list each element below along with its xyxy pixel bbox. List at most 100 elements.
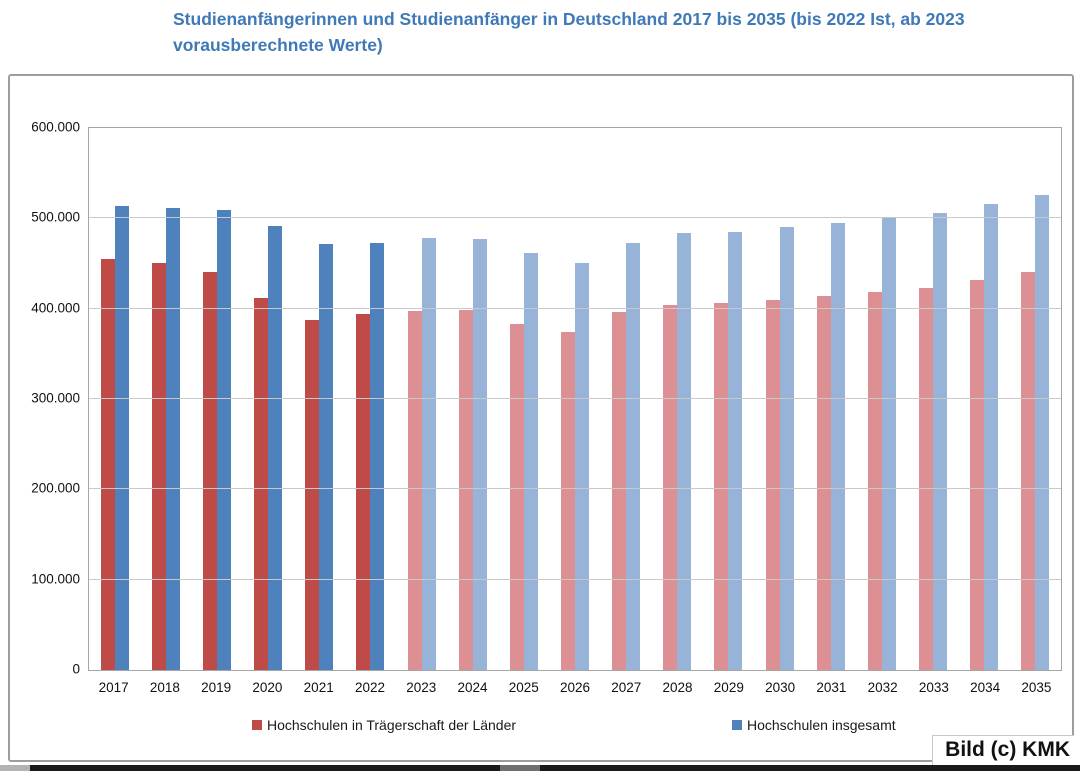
y-tick-label-200.000: 200.000 bbox=[31, 480, 80, 496]
gridline-300.000 bbox=[89, 398, 1061, 399]
bar-insgesamt-2032 bbox=[881, 218, 896, 670]
bar-laender-2030 bbox=[765, 299, 780, 670]
x-tick-label-2023: 2023 bbox=[406, 680, 437, 695]
bar-laender-2024 bbox=[458, 310, 473, 670]
bar-insgesamt-2025 bbox=[523, 252, 538, 670]
y-tick-label-300.000: 300.000 bbox=[31, 390, 80, 406]
bar-insgesamt-2035 bbox=[1035, 194, 1050, 670]
bar-insgesamt-2017 bbox=[114, 205, 129, 670]
gridline-100.000 bbox=[89, 578, 1061, 580]
x-tick-label-2033: 2033 bbox=[918, 680, 949, 695]
x-tick-label-2019: 2019 bbox=[201, 680, 232, 695]
legend-label-laender: Hochschulen in Trägerschaft der Länder bbox=[267, 717, 517, 733]
y-tick-label-400.000: 400.000 bbox=[31, 300, 80, 316]
bar-group-2034 bbox=[959, 128, 1010, 670]
bar-laender-2034 bbox=[970, 279, 985, 670]
x-tick-label-2017: 2017 bbox=[98, 680, 129, 695]
x-tick-label-2027: 2027 bbox=[611, 680, 642, 695]
bar-insgesamt-2033 bbox=[933, 212, 948, 670]
bar-group-2021 bbox=[294, 128, 345, 670]
bar-insgesamt-2034 bbox=[984, 203, 999, 670]
bar-group-2024 bbox=[447, 128, 498, 670]
chart-title: Studienanfängerinnen und Studienanfänger… bbox=[173, 9, 965, 55]
x-tick-label-2022: 2022 bbox=[354, 680, 385, 695]
bar-laender-2018 bbox=[151, 262, 166, 670]
bar-laender-2032 bbox=[867, 292, 882, 670]
bar-group-2031 bbox=[805, 128, 856, 670]
x-tick-label-2032: 2032 bbox=[867, 680, 898, 695]
watermark-credit: Bild (c) KMK bbox=[932, 735, 1074, 765]
bottom-edge-segment bbox=[500, 765, 540, 771]
bar-insgesamt-2021 bbox=[319, 243, 334, 670]
bar-group-2033 bbox=[908, 128, 959, 670]
legend-swatch-blue-icon bbox=[732, 720, 742, 730]
legend: Hochschulen in Trägerschaft der Länder H… bbox=[10, 717, 1072, 739]
bar-insgesamt-2024 bbox=[472, 239, 487, 670]
x-tick-label-2029: 2029 bbox=[713, 680, 744, 695]
bar-insgesamt-2031 bbox=[830, 222, 845, 670]
y-tick-label-600.000: 600.000 bbox=[31, 119, 80, 135]
bar-group-2019 bbox=[191, 128, 242, 670]
bar-laender-2035 bbox=[1021, 271, 1036, 670]
bar-insgesamt-2030 bbox=[779, 227, 794, 670]
bar-group-2032 bbox=[856, 128, 907, 670]
x-tick-label-2028: 2028 bbox=[662, 680, 693, 695]
x-tick-label-2031: 2031 bbox=[816, 680, 847, 695]
legend-swatch-red-icon bbox=[252, 720, 262, 730]
bottom-window-edge bbox=[0, 765, 1080, 771]
bar-laender-2025 bbox=[509, 324, 524, 670]
x-tick-label-2034: 2034 bbox=[970, 680, 1001, 695]
x-tick-label-2026: 2026 bbox=[560, 680, 591, 695]
bar-insgesamt-2028 bbox=[677, 232, 692, 670]
bar-group-2025 bbox=[498, 128, 549, 670]
x-tick-label-2024: 2024 bbox=[457, 680, 488, 695]
x-tick-label-2025: 2025 bbox=[508, 680, 539, 695]
bar-laender-2026 bbox=[560, 332, 575, 670]
bar-group-2028 bbox=[652, 128, 703, 670]
bar-group-2027 bbox=[601, 128, 652, 670]
bars-container bbox=[89, 128, 1061, 670]
bar-group-2023 bbox=[396, 128, 447, 670]
x-tick-label-2018: 2018 bbox=[149, 680, 180, 695]
bar-laender-2033 bbox=[919, 287, 934, 670]
bar-laender-2021 bbox=[305, 319, 320, 670]
gridline-200.000 bbox=[89, 488, 1061, 490]
bar-group-2017 bbox=[89, 128, 140, 670]
plot-area bbox=[88, 127, 1062, 671]
x-tick-label-2035: 2035 bbox=[1021, 680, 1052, 695]
bar-insgesamt-2020 bbox=[268, 226, 283, 670]
bar-group-2029 bbox=[703, 128, 754, 670]
bar-laender-2019 bbox=[202, 271, 217, 670]
gridline-500.000 bbox=[89, 217, 1061, 219]
bar-group-2022 bbox=[345, 128, 396, 670]
bar-laender-2027 bbox=[612, 312, 627, 670]
legend-item-insgesamt: Hochschulen insgesamt bbox=[732, 717, 896, 733]
bar-insgesamt-2029 bbox=[728, 231, 743, 670]
bar-insgesamt-2022 bbox=[370, 242, 385, 670]
bar-group-2035 bbox=[1010, 128, 1061, 670]
bar-laender-2020 bbox=[254, 297, 269, 670]
legend-item-laender: Hochschulen in Trägerschaft der Länder bbox=[252, 717, 516, 733]
y-axis-tick-labels: 600.000 500.000 400.000 300.000 200.000 100.0… bbox=[10, 119, 80, 677]
bar-group-2020 bbox=[242, 128, 293, 670]
bar-laender-2031 bbox=[816, 296, 831, 670]
bar-group-2026 bbox=[549, 128, 600, 670]
gridline-400.000 bbox=[89, 307, 1061, 309]
chart-panel: 600.000 500.000 400.000 300.000 200.000 100.0… bbox=[8, 74, 1074, 762]
x-tick-label-2021: 2021 bbox=[303, 680, 334, 695]
y-tick-label-0: 0 bbox=[72, 661, 80, 677]
legend-label-insgesamt: Hochschulen insgesamt bbox=[747, 717, 896, 733]
bar-group-2030 bbox=[754, 128, 805, 670]
bar-insgesamt-2027 bbox=[626, 242, 641, 670]
bar-group-2018 bbox=[140, 128, 191, 670]
x-axis-labels: 2017 2018 2019 2020 2021 2022 2023 2024 2025 2026… bbox=[88, 680, 1062, 695]
y-tick-label-500.000: 500.000 bbox=[31, 209, 80, 225]
bar-laender-2017 bbox=[100, 258, 115, 670]
y-tick-label-100.000: 100.000 bbox=[31, 571, 80, 587]
bar-laender-2022 bbox=[356, 314, 371, 670]
bar-laender-2029 bbox=[714, 303, 729, 670]
x-tick-label-2020: 2020 bbox=[252, 680, 283, 695]
bar-insgesamt-2019 bbox=[216, 210, 231, 670]
x-tick-label-2030: 2030 bbox=[765, 680, 796, 695]
